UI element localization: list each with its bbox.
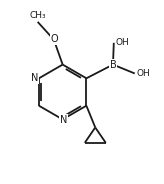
Text: OH: OH (115, 38, 129, 47)
Text: O: O (51, 34, 58, 44)
Text: B: B (110, 60, 116, 70)
Text: OH: OH (136, 69, 150, 78)
Text: CH₃: CH₃ (29, 11, 46, 20)
Text: N: N (60, 115, 67, 125)
Text: N: N (31, 73, 39, 83)
